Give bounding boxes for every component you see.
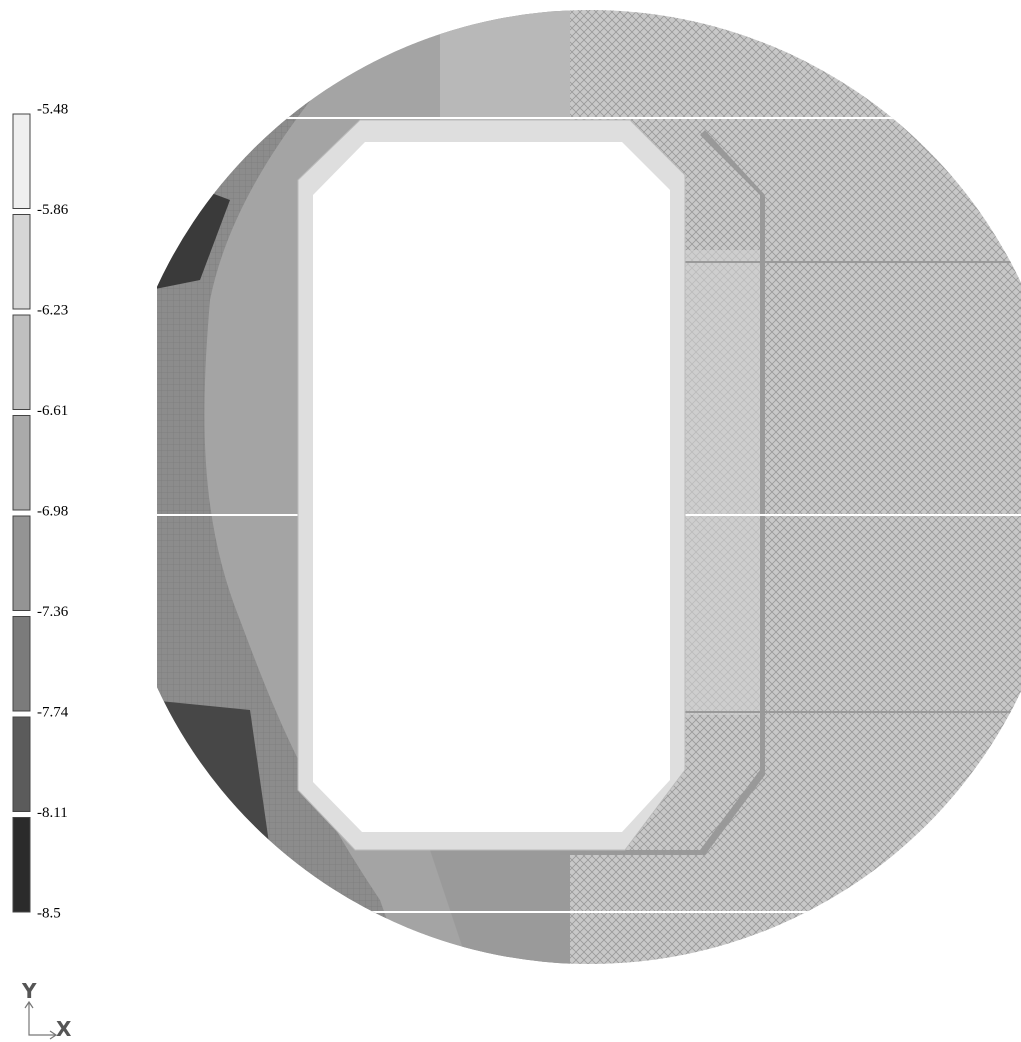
legend-label: -8.11 xyxy=(37,805,68,821)
legend-swatch xyxy=(13,416,30,511)
legend-swatch xyxy=(13,114,30,209)
figure: -5.48 -5.86 -6.23 -6.61 -6.98 -7.36 -7.74 -8.11… xyxy=(0,0,1021,1042)
axis-y-label: Y xyxy=(21,979,37,1003)
legend-label: -5.86 xyxy=(37,202,69,218)
legend-swatch xyxy=(13,215,30,310)
legend-swatch xyxy=(13,717,30,812)
legend-label: -7.36 xyxy=(37,604,69,620)
axis-x-label: X xyxy=(56,1017,72,1041)
legend-label: -7.74 xyxy=(37,704,69,720)
legend-label: -6.61 xyxy=(37,403,68,419)
legend: -5.48 -5.86 -6.23 -6.61 -6.98 -7.36 -7.74 -8.11… xyxy=(13,101,69,921)
opening xyxy=(313,142,670,832)
legend-swatch xyxy=(13,617,30,712)
legend-label: -6.98 xyxy=(37,503,68,519)
axis-triad: Y X xyxy=(21,979,72,1041)
legend-label: -8.5 xyxy=(37,905,61,921)
legend-label: -5.48 xyxy=(37,101,68,117)
legend-swatch xyxy=(13,818,30,913)
legend-swatch xyxy=(13,315,30,410)
legend-swatch xyxy=(13,516,30,611)
legend-label: -6.23 xyxy=(37,302,68,318)
